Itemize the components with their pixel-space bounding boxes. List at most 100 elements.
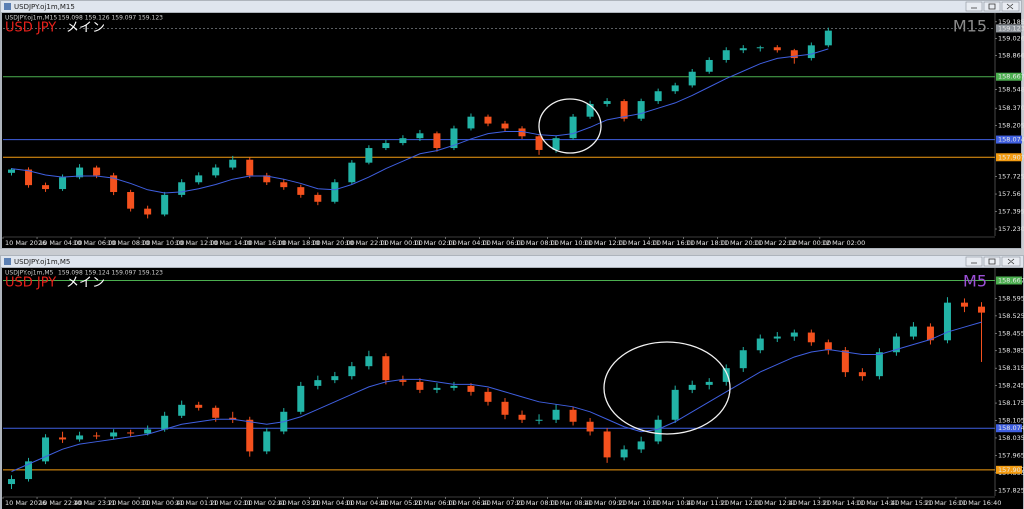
price-label: 158.667: [998, 73, 1024, 81]
ohlc-values: 159.098 159.124 159.097 159.123: [58, 270, 163, 277]
candle-body: [569, 409, 577, 422]
candle-body: [195, 404, 203, 408]
x-tick-label: 11 Mar 13:20: [788, 499, 831, 507]
x-tick-label: 10 Mar 04:00: [39, 239, 82, 247]
candle-body: [297, 187, 305, 195]
candle-body: [892, 336, 900, 353]
candle-body: [722, 368, 730, 382]
y-tick-label: 157.395: [998, 208, 1024, 216]
candle-body: [382, 143, 390, 149]
x-tick-label: 11 Mar 06:00: [413, 499, 456, 507]
x-tick-label: 11 Mar 14:00: [618, 239, 661, 247]
window-icon: [4, 3, 11, 10]
candle-body: [314, 380, 322, 386]
chart-label: メイン: [66, 276, 105, 291]
x-tick-label: 10 Mar 2026: [5, 239, 46, 247]
x-tick-label: 11 Mar 16:40: [958, 499, 1001, 507]
x-tick-label: 11 Mar 12:40: [754, 499, 797, 507]
candle-body: [59, 177, 67, 190]
candle-body: [42, 185, 50, 190]
candle-body: [739, 350, 747, 369]
x-tick-label: 11 Mar 07:20: [481, 499, 524, 507]
price-label: 158.667: [998, 276, 1024, 284]
candle-body: [807, 332, 815, 343]
price-label-box: [996, 153, 1022, 162]
candle-body: [314, 194, 322, 202]
x-tick-label: 11 Mar 02:00: [209, 499, 252, 507]
maximize-button[interactable]: [983, 1, 1001, 12]
candle-body: [654, 419, 662, 442]
candle-body: [909, 326, 917, 337]
candle-body: [25, 169, 33, 186]
chart-area[interactable]: [2, 268, 1023, 509]
moving-average: [11, 48, 829, 194]
price-label-box: [996, 424, 1022, 433]
x-tick-label: 11 Mar 00:00: [379, 239, 422, 247]
price-label-box: [996, 276, 1022, 285]
y-tick-label: 158.035: [998, 434, 1024, 442]
candle-body: [93, 167, 101, 176]
candle-body: [518, 414, 526, 420]
candle-body: [569, 116, 577, 139]
x-tick-label: 11 Mar 02:40: [243, 499, 286, 507]
x-tick-label: 10 Mar 23:20: [73, 499, 116, 507]
candle-body: [161, 415, 169, 430]
candle-body: [654, 91, 662, 102]
y-tick-label: 158.175: [998, 399, 1024, 407]
candle-body: [637, 441, 645, 450]
chart-label: メイン: [66, 21, 105, 36]
x-tick-label: 11 Mar 18:00: [686, 239, 729, 247]
candle-body: [841, 350, 849, 373]
last-price-box: [996, 24, 1022, 33]
last-price-label: 159.123: [998, 24, 1024, 32]
candle-body: [76, 435, 84, 440]
candle-body: [926, 326, 934, 341]
x-tick-label: 11 Mar 11:20: [686, 499, 729, 507]
x-tick-label: 11 Mar 00:00: [107, 499, 150, 507]
x-tick-label: 11 Mar 08:00: [516, 239, 559, 247]
candle-body: [8, 169, 16, 173]
candle-body: [586, 103, 594, 117]
y-tick-label: 157.965: [998, 451, 1024, 459]
x-tick-label: 10 Mar 22:40: [39, 499, 82, 507]
candle-body: [399, 138, 407, 144]
x-tick-label: 11 Mar 12:00: [584, 239, 627, 247]
candle-body: [535, 136, 543, 150]
price-label: 158.074: [998, 424, 1024, 432]
x-tick-label: 11 Mar 06:40: [447, 499, 490, 507]
candle-body: [297, 385, 305, 412]
candle-body: [739, 48, 747, 51]
price-label-box: [996, 72, 1022, 81]
maximize-button[interactable]: [983, 256, 1001, 267]
candle-body: [212, 167, 220, 176]
ohlc-values: 159.098 159.126 159.097 159.123: [58, 15, 163, 22]
x-tick-label: 10 Mar 22:00: [345, 239, 388, 247]
x-tick-label: 11 Mar 02:00: [413, 239, 456, 247]
candle-body: [263, 175, 271, 183]
candle-body: [280, 182, 288, 188]
candle-body: [603, 101, 611, 104]
minimize-button[interactable]: [965, 1, 983, 12]
timeframe-label: M5: [963, 272, 987, 291]
x-tick-label: 10 Mar 20:00: [311, 239, 354, 247]
candle-body: [263, 431, 271, 452]
minimize-button[interactable]: [965, 256, 983, 267]
candle-body: [824, 30, 832, 46]
candle-body: [212, 407, 220, 418]
window-title: USDJPY.oj1m,M5: [14, 258, 70, 266]
x-tick-label: 10 Mar 06:00: [73, 239, 116, 247]
chart-area[interactable]: [2, 13, 1021, 248]
price-label: 157.907: [998, 466, 1024, 474]
candle-body: [620, 101, 628, 119]
candle-body: [773, 336, 781, 339]
chart-caption: USDJPY.oj1m,M5: [5, 270, 54, 277]
x-tick-label: 11 Mar 05:20: [379, 499, 422, 507]
candle-body: [688, 384, 696, 390]
x-tick-label: 11 Mar 10:00: [550, 239, 593, 247]
x-tick-label: 11 Mar 01:20: [175, 499, 218, 507]
price-label: 158.074: [998, 136, 1024, 144]
y-tick-label: 158.245: [998, 382, 1024, 390]
candle-body: [501, 401, 509, 415]
x-tick-label: 11 Mar 08:00: [516, 499, 559, 507]
candle-body: [705, 381, 713, 385]
